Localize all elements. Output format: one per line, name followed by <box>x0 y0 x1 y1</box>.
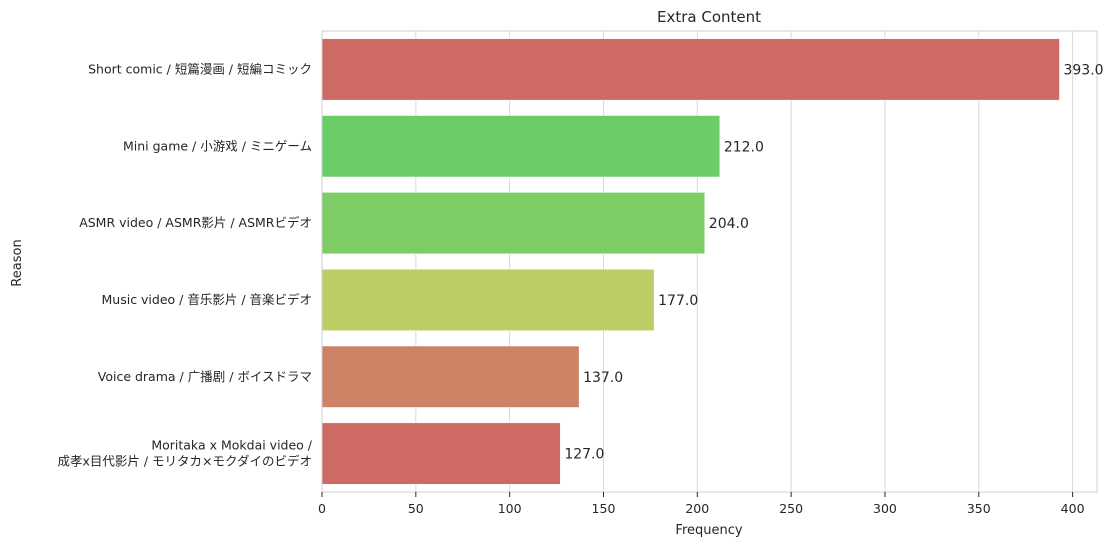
plot-border <box>321 30 1098 493</box>
data-label: 204.0 <box>709 216 749 232</box>
bars <box>321 38 1060 485</box>
data-label: 127.0 <box>564 447 604 463</box>
x-tick-label: 250 <box>779 501 803 516</box>
category-label: 成孝x目代影片 / モリタカ×モクダイのビデオ <box>57 454 312 469</box>
category-label: ASMR video / ASMR影片 / ASMRビデオ <box>79 215 312 230</box>
category-labels: Short comic / 短篇漫画 / 短編コミック Mini game / 小… <box>57 61 312 468</box>
x-tick-label: 200 <box>685 501 709 516</box>
bar <box>321 422 561 485</box>
bar <box>321 115 721 178</box>
x-tick-label: 50 <box>408 501 424 516</box>
value-labels: 393.0 212.0 204.0 177.0 137.0 127.0 <box>564 62 1103 462</box>
x-tick-label: 350 <box>967 501 991 516</box>
category-label: Short comic / 短篇漫画 / 短編コミック <box>88 61 312 76</box>
data-label: 177.0 <box>658 293 698 309</box>
data-label: 393.0 <box>1063 62 1103 78</box>
category-label: Voice drama / 广播剧 / ボイスドラマ <box>98 369 312 384</box>
bar <box>321 345 580 408</box>
data-label: 212.0 <box>724 139 764 155</box>
axes-frame <box>321 30 1098 493</box>
data-label: 137.0 <box>583 370 623 386</box>
bar <box>321 268 655 331</box>
bar <box>321 192 706 255</box>
x-tick-label: 100 <box>498 501 522 516</box>
gridlines <box>321 31 1074 492</box>
x-ticks: 0 50 100 150 200 250 300 350 400 <box>318 492 1085 516</box>
category-label: Music video / 音乐影片 / 音楽ビデオ <box>102 292 313 307</box>
chart-title: Extra Content <box>657 8 761 26</box>
y-axis-label: Reason <box>10 239 25 286</box>
category-label: Moritaka x Mokdai video / <box>151 438 312 453</box>
x-tick-label: 0 <box>318 501 326 516</box>
category-label: Mini game / 小游戏 / ミニゲーム <box>123 138 312 153</box>
bar <box>321 38 1060 101</box>
x-tick-label: 300 <box>873 501 897 516</box>
x-tick-label: 150 <box>592 501 616 516</box>
x-axis-label: Frequency <box>675 523 742 538</box>
x-tick-label: 400 <box>1061 501 1085 516</box>
